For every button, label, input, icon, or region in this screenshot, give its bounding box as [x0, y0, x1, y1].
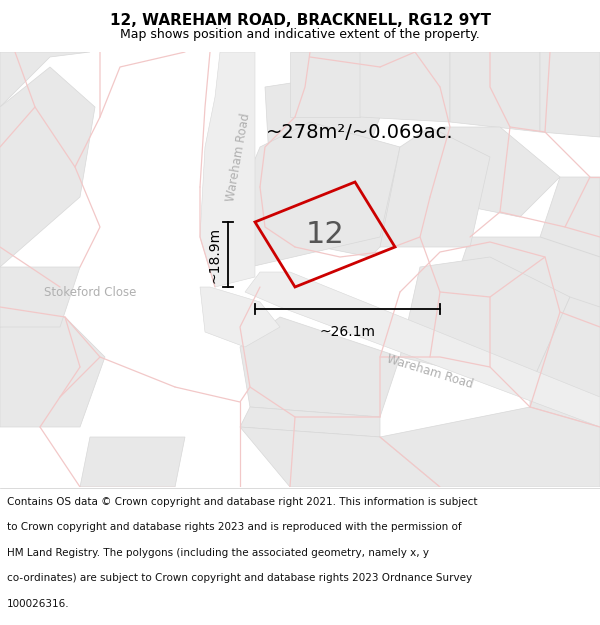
Polygon shape	[200, 52, 255, 287]
Polygon shape	[0, 317, 105, 427]
Polygon shape	[400, 257, 570, 387]
Polygon shape	[80, 437, 185, 487]
Polygon shape	[530, 297, 600, 427]
Polygon shape	[0, 67, 95, 267]
Text: Wareham Road: Wareham Road	[385, 352, 475, 391]
Polygon shape	[245, 272, 600, 427]
Polygon shape	[265, 77, 380, 187]
Polygon shape	[380, 127, 490, 247]
Text: Stokeford Close: Stokeford Close	[44, 286, 136, 299]
Polygon shape	[290, 52, 360, 117]
Polygon shape	[265, 147, 340, 217]
Polygon shape	[200, 287, 280, 347]
Polygon shape	[420, 127, 560, 217]
Text: co-ordinates) are subject to Crown copyright and database rights 2023 Ordnance S: co-ordinates) are subject to Crown copyr…	[7, 573, 472, 583]
Text: HM Land Registry. The polygons (including the associated geometry, namely x, y: HM Land Registry. The polygons (includin…	[7, 548, 429, 558]
Text: Contains OS data © Crown copyright and database right 2021. This information is : Contains OS data © Crown copyright and d…	[7, 497, 478, 507]
Polygon shape	[235, 122, 400, 267]
Polygon shape	[0, 267, 80, 327]
Polygon shape	[540, 52, 600, 137]
Text: 100026316.: 100026316.	[7, 599, 70, 609]
Text: ~278m²/~0.069ac.: ~278m²/~0.069ac.	[266, 122, 454, 141]
Polygon shape	[450, 237, 600, 307]
Text: Map shows position and indicative extent of the property.: Map shows position and indicative extent…	[120, 28, 480, 41]
Polygon shape	[0, 52, 90, 107]
Polygon shape	[260, 127, 420, 257]
Polygon shape	[240, 407, 380, 437]
Polygon shape	[240, 317, 400, 417]
Text: ~18.9m: ~18.9m	[208, 226, 222, 282]
Text: ~26.1m: ~26.1m	[320, 325, 376, 339]
Text: Wareham Road: Wareham Road	[224, 112, 252, 202]
Polygon shape	[380, 407, 600, 487]
Polygon shape	[450, 52, 540, 132]
Polygon shape	[240, 427, 440, 487]
Polygon shape	[540, 177, 600, 257]
Polygon shape	[360, 52, 450, 122]
Text: to Crown copyright and database rights 2023 and is reproduced with the permissio: to Crown copyright and database rights 2…	[7, 522, 462, 532]
Text: 12: 12	[305, 220, 344, 249]
Text: 12, WAREHAM ROAD, BRACKNELL, RG12 9YT: 12, WAREHAM ROAD, BRACKNELL, RG12 9YT	[110, 13, 491, 28]
